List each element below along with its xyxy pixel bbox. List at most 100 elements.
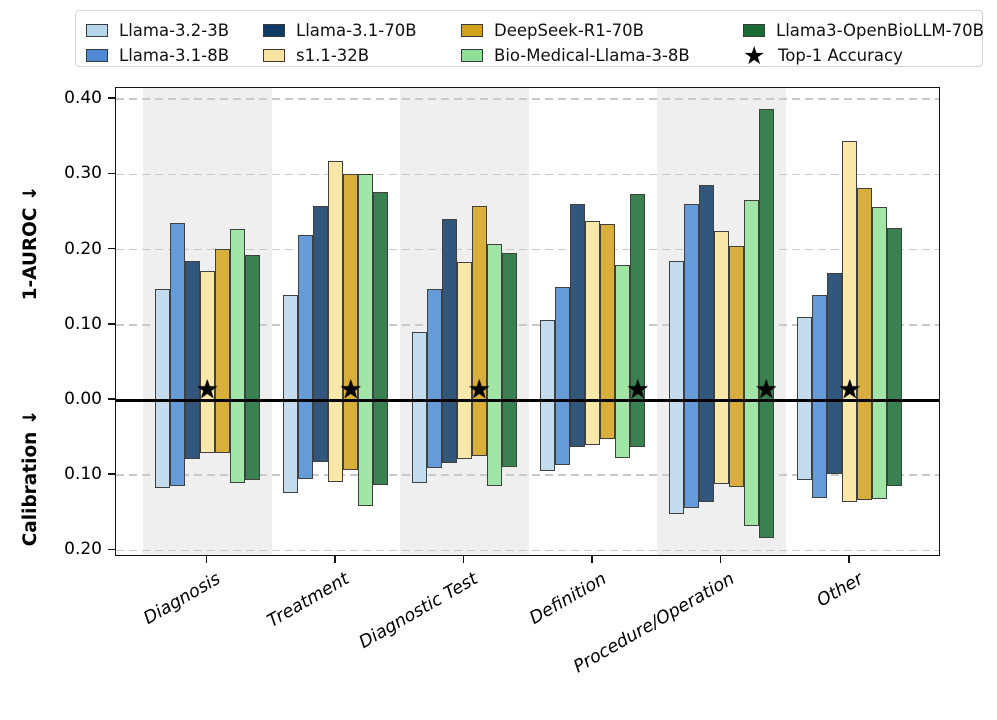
x-tick (462, 556, 465, 563)
y-tick (108, 548, 115, 551)
auroc-bar-s1-1-32b-definition (585, 221, 601, 400)
legend-item-llama3-openbiollm-70b: Llama3-OpenBioLLM-70B (743, 19, 984, 41)
calibration-bar-llama3-openbiollm-70b-definition (630, 400, 646, 448)
calibration-bar-llama-3-1-8b-diagnostic-test (426, 400, 442, 469)
legend-item-bio-medical-llama-3-8b: Bio-Medical-Llama-3-8B (461, 44, 690, 66)
legend-swatch-llama3-openbiollm-70b (743, 23, 765, 37)
legend-item-deepseek-r1-70b: DeepSeek-R1-70B (461, 19, 644, 41)
legend-swatch-llama-3-1-8b (86, 48, 108, 62)
auroc-bar-llama-3-1-70b-treatment (313, 205, 329, 400)
auroc-bar-llama3-openbiollm-70b-other (887, 227, 903, 400)
y-tick (108, 247, 115, 250)
legend-swatch-bio-medical-llama-3-8b (461, 48, 483, 62)
y-tick (108, 398, 115, 400)
auroc-bar-llama-3-1-70b-procedure-operation (698, 184, 714, 400)
auroc-bar-deepseek-r1-70b-other (857, 187, 873, 400)
gridline-calibration-0.2 (116, 549, 939, 552)
auroc-bar-llama3-openbiollm-70b-diagnostic-test (501, 253, 517, 400)
y-axis-label-calibration: Calibration ↓ (20, 409, 41, 547)
y-tick (108, 323, 115, 325)
auroc-bar-llama-3-2-3b-diagnostic-test (411, 332, 427, 400)
legend-swatch-s1-1-32b (263, 48, 285, 62)
calibration-bar-s1-1-32b-definition (585, 400, 601, 446)
y-tick-label: 0.30 (64, 163, 102, 184)
top1-accuracy-star-diagnosis: ★ (195, 374, 219, 405)
legend-label: Bio-Medical-Llama-3-8B (494, 45, 690, 65)
auroc-bar-s1-1-32b-procedure-operation (713, 230, 729, 400)
auroc-bar-llama3-openbiollm-70b-diagnosis (244, 254, 260, 400)
legend-label: DeepSeek-R1-70B (494, 20, 644, 40)
legend-item-top-1-accuracy: ★ Top-1 Accuracy (743, 43, 903, 68)
y-tick-label: 0.00 (64, 389, 102, 409)
y-tick-label: 0.40 (64, 88, 102, 109)
x-tick-label-diagnosis: Diagnosis (140, 569, 225, 629)
calibration-bar-llama-3-2-3b-diagnosis (154, 400, 170, 488)
calibration-bar-llama3-openbiollm-70b-diagnostic-test (501, 400, 517, 467)
legend-item-s1-1-32b: s1.1-32B (263, 44, 369, 66)
gridline-auroc-0.1 (116, 323, 939, 326)
calibration-bar-llama-3-2-3b-procedure-operation (668, 400, 684, 515)
top1-accuracy-star-treatment: ★ (339, 374, 363, 405)
legend-label: Llama-3.1-70B (296, 20, 417, 40)
legend-swatch-llama-3-2-3b (86, 23, 108, 37)
calibration-bar-llama-3-2-3b-other (797, 400, 813, 480)
calibration-bar-s1-1-32b-diagnostic-test (456, 400, 472, 459)
auroc-bar-llama-3-2-3b-procedure-operation (668, 260, 684, 400)
legend-item-llama-3-1-8b: Llama-3.1-8B (86, 44, 229, 66)
calibration-bar-s1-1-32b-procedure-operation (713, 400, 729, 485)
gridline-auroc-0.2 (116, 248, 939, 251)
calibration-bar-llama-3-1-70b-diagnostic-test (441, 400, 457, 464)
auroc-bar-llama-3-2-3b-diagnosis (154, 289, 170, 400)
calibration-bar-llama3-openbiollm-70b-treatment (373, 400, 389, 485)
auroc-bar-s1-1-32b-treatment (328, 160, 344, 400)
gridline-auroc-0.3 (116, 173, 939, 176)
calibration-bar-llama-3-1-70b-diagnosis (184, 400, 200, 459)
calibration-bar-s1-1-32b-treatment (328, 400, 344, 482)
auroc-bar-llama-3-2-3b-definition (540, 320, 556, 400)
calibration-bar-llama-3-1-8b-definition (555, 400, 571, 466)
y-axis-label-auroc: 1-AUROC ↓ (20, 185, 41, 301)
calibration-bar-llama-3-1-70b-definition (570, 400, 586, 447)
legend-label: Llama3-OpenBioLLM-70B (776, 20, 984, 40)
legend-item-llama-3-1-70b: Llama-3.1-70B (263, 19, 417, 41)
auroc-bar-llama-3-2-3b-treatment (283, 294, 299, 400)
auroc-bar-llama-3-1-8b-procedure-operation (683, 203, 699, 400)
legend-item-llama-3-2-3b: Llama-3.2-3B (86, 19, 229, 41)
auroc-bar-llama-3-1-70b-diagnostic-test (441, 218, 457, 400)
zero-line (116, 398, 939, 402)
x-tick-label-treatment: Treatment (264, 569, 353, 632)
legend-swatch-deepseek-r1-70b (461, 23, 483, 37)
calibration-bar-bio-medical-llama-3-8b-diagnosis (229, 400, 245, 484)
auroc-bar-llama-3-1-8b-diagnosis (169, 223, 185, 400)
calibration-bar-llama-3-1-8b-procedure-operation (683, 400, 699, 508)
top1-accuracy-star-definition: ★ (626, 374, 650, 405)
auroc-bar-deepseek-r1-70b-diagnostic-test (471, 205, 487, 400)
calibration-bar-llama-3-2-3b-definition (540, 400, 556, 471)
x-tick (205, 556, 208, 563)
legend-swatch-llama-3-1-70b (263, 23, 285, 37)
calibration-bar-llama-3-1-70b-treatment (313, 400, 329, 463)
calibration-bar-bio-medical-llama-3-8b-other (872, 400, 888, 500)
legend-label: s1.1-32B (296, 45, 370, 65)
y-tick-label: 0.20 (64, 238, 102, 259)
calibration-bar-llama-3-2-3b-diagnostic-test (411, 400, 427, 484)
y-tick (108, 97, 115, 99)
calibration-bar-deepseek-r1-70b-diagnostic-test (471, 400, 487, 457)
top1-accuracy-star-diagnostic-test: ★ (467, 374, 491, 405)
auroc-bar-bio-medical-llama-3-8b-procedure-operation (743, 199, 759, 400)
auroc-bar-llama3-openbiollm-70b-treatment (373, 192, 389, 400)
auroc-bar-llama-3-1-8b-diagnostic-test (426, 288, 442, 400)
top1-accuracy-star-other: ★ (838, 374, 862, 405)
auroc-bar-deepseek-r1-70b-definition (600, 224, 616, 400)
auroc-bar-llama-3-1-8b-other (812, 294, 828, 400)
x-tick (848, 556, 850, 563)
y-tick-label: 0.10 (64, 313, 102, 334)
auroc-bar-llama-3-2-3b-other (797, 317, 813, 400)
calibration-bar-llama3-openbiollm-70b-diagnosis (244, 400, 260, 481)
legend-label: Top-1 Accuracy (778, 45, 903, 65)
calibration-bar-llama-3-1-70b-other (827, 400, 843, 475)
legend-label: Llama-3.2-3B (119, 20, 230, 40)
x-tick-label-diagnostic-test: Diagnostic Test (355, 569, 482, 653)
auroc-bar-deepseek-r1-70b-treatment (343, 174, 359, 400)
